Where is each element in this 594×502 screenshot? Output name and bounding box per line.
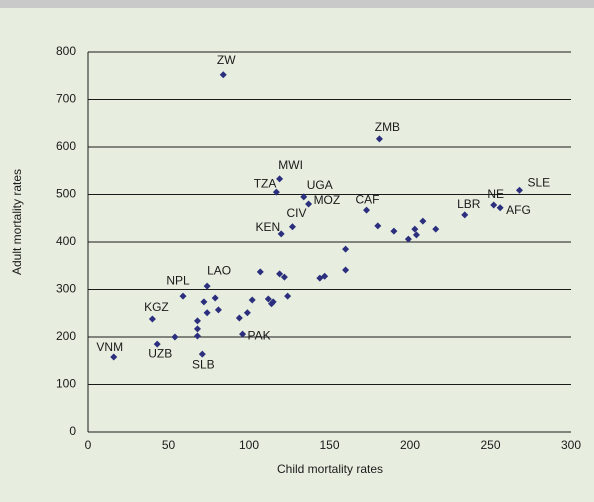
data-point xyxy=(272,188,280,196)
y-tick-label: 600 xyxy=(56,139,76,153)
y-tick-label: 400 xyxy=(56,234,76,248)
data-point xyxy=(235,314,243,322)
data-point xyxy=(342,266,350,274)
data-point xyxy=(375,135,383,143)
point-label: TZA xyxy=(254,176,277,190)
data-point xyxy=(432,225,440,233)
data-point xyxy=(269,298,277,306)
point-label: UGA xyxy=(307,178,333,192)
point-label: PAK xyxy=(248,328,271,342)
data-point xyxy=(342,245,350,253)
data-point xyxy=(219,71,227,79)
data-point xyxy=(211,294,219,302)
data-point xyxy=(277,230,285,238)
x-tick-label: 0 xyxy=(85,438,92,452)
data-point xyxy=(110,353,118,361)
top-band xyxy=(0,0,594,8)
data-point xyxy=(200,298,208,306)
point-label: ZMB xyxy=(375,120,400,134)
point-label: MOZ xyxy=(314,193,341,207)
data-point xyxy=(461,211,469,219)
data-point xyxy=(419,217,427,225)
point-label: ZW xyxy=(217,53,236,67)
x-tick-label: 100 xyxy=(239,438,259,452)
data-point xyxy=(363,206,371,214)
data-point xyxy=(490,201,498,209)
data-point xyxy=(193,332,201,340)
data-point xyxy=(171,333,179,341)
data-point xyxy=(276,175,284,183)
point-label: UZB xyxy=(148,346,172,360)
y-tick-label: 100 xyxy=(56,377,76,391)
data-point xyxy=(321,272,329,280)
data-point xyxy=(284,292,292,300)
data-point xyxy=(264,295,272,303)
y-axis-label: Adult mortality rates xyxy=(10,169,24,275)
data-point xyxy=(280,273,288,281)
y-tick-label: 700 xyxy=(56,92,76,106)
data-point xyxy=(411,225,419,233)
y-tick-label: 300 xyxy=(56,282,76,296)
data-point xyxy=(374,222,382,230)
data-point xyxy=(198,350,206,358)
x-tick-label: 200 xyxy=(400,438,420,452)
data-point xyxy=(243,309,251,317)
data-point xyxy=(248,296,256,304)
point-label: KEN xyxy=(256,220,281,234)
point-label: LBR xyxy=(457,197,481,211)
data-point xyxy=(179,292,187,300)
data-point xyxy=(148,315,156,323)
point-label: CAF xyxy=(356,192,380,206)
data-point xyxy=(203,282,211,290)
data-point xyxy=(300,193,308,201)
point-label: KGZ xyxy=(144,300,169,314)
point-label: NE xyxy=(487,187,504,201)
x-tick-label: 150 xyxy=(319,438,339,452)
data-point xyxy=(515,186,523,194)
data-point xyxy=(214,306,222,314)
data-point xyxy=(496,204,504,212)
data-point xyxy=(404,235,412,243)
point-label: MWI xyxy=(278,158,303,172)
data-point xyxy=(239,330,247,338)
data-point xyxy=(153,340,161,348)
data-point xyxy=(390,227,398,235)
point-label: VNM xyxy=(96,340,123,354)
data-point xyxy=(193,325,201,333)
point-label: SLE xyxy=(527,175,550,189)
point-label: AFG xyxy=(506,203,531,217)
point-label: SLB xyxy=(192,357,215,371)
data-point xyxy=(276,270,284,278)
x-tick-label: 50 xyxy=(162,438,176,452)
x-tick-label: 300 xyxy=(561,438,581,452)
x-axis-label: Child mortality rates xyxy=(277,462,383,476)
data-point xyxy=(412,231,420,239)
y-tick-label: 0 xyxy=(69,424,76,438)
y-tick-label: 500 xyxy=(56,187,76,201)
y-tick-label: 800 xyxy=(56,44,76,58)
data-point xyxy=(203,309,211,317)
data-point xyxy=(288,223,296,231)
x-tick-label: 250 xyxy=(480,438,500,452)
data-point xyxy=(256,268,264,276)
data-point xyxy=(305,200,313,208)
point-label: LAO xyxy=(207,263,231,277)
data-point xyxy=(193,317,201,325)
point-label: NPL xyxy=(166,273,190,287)
y-tick-label: 200 xyxy=(56,329,76,343)
point-label: CIV xyxy=(286,206,306,220)
